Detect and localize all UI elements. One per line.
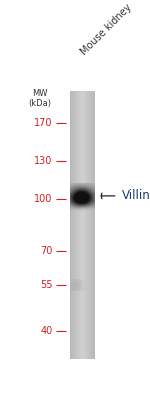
Text: MW
(kDa): MW (kDa) bbox=[28, 89, 51, 108]
Text: 40: 40 bbox=[40, 326, 52, 336]
Text: Villin: Villin bbox=[122, 189, 150, 202]
Text: 130: 130 bbox=[34, 156, 52, 166]
Text: 100: 100 bbox=[34, 194, 52, 204]
Text: 170: 170 bbox=[34, 117, 52, 127]
Text: 55: 55 bbox=[40, 280, 52, 291]
Text: Mouse kidney: Mouse kidney bbox=[79, 2, 134, 56]
Text: 70: 70 bbox=[40, 246, 52, 255]
